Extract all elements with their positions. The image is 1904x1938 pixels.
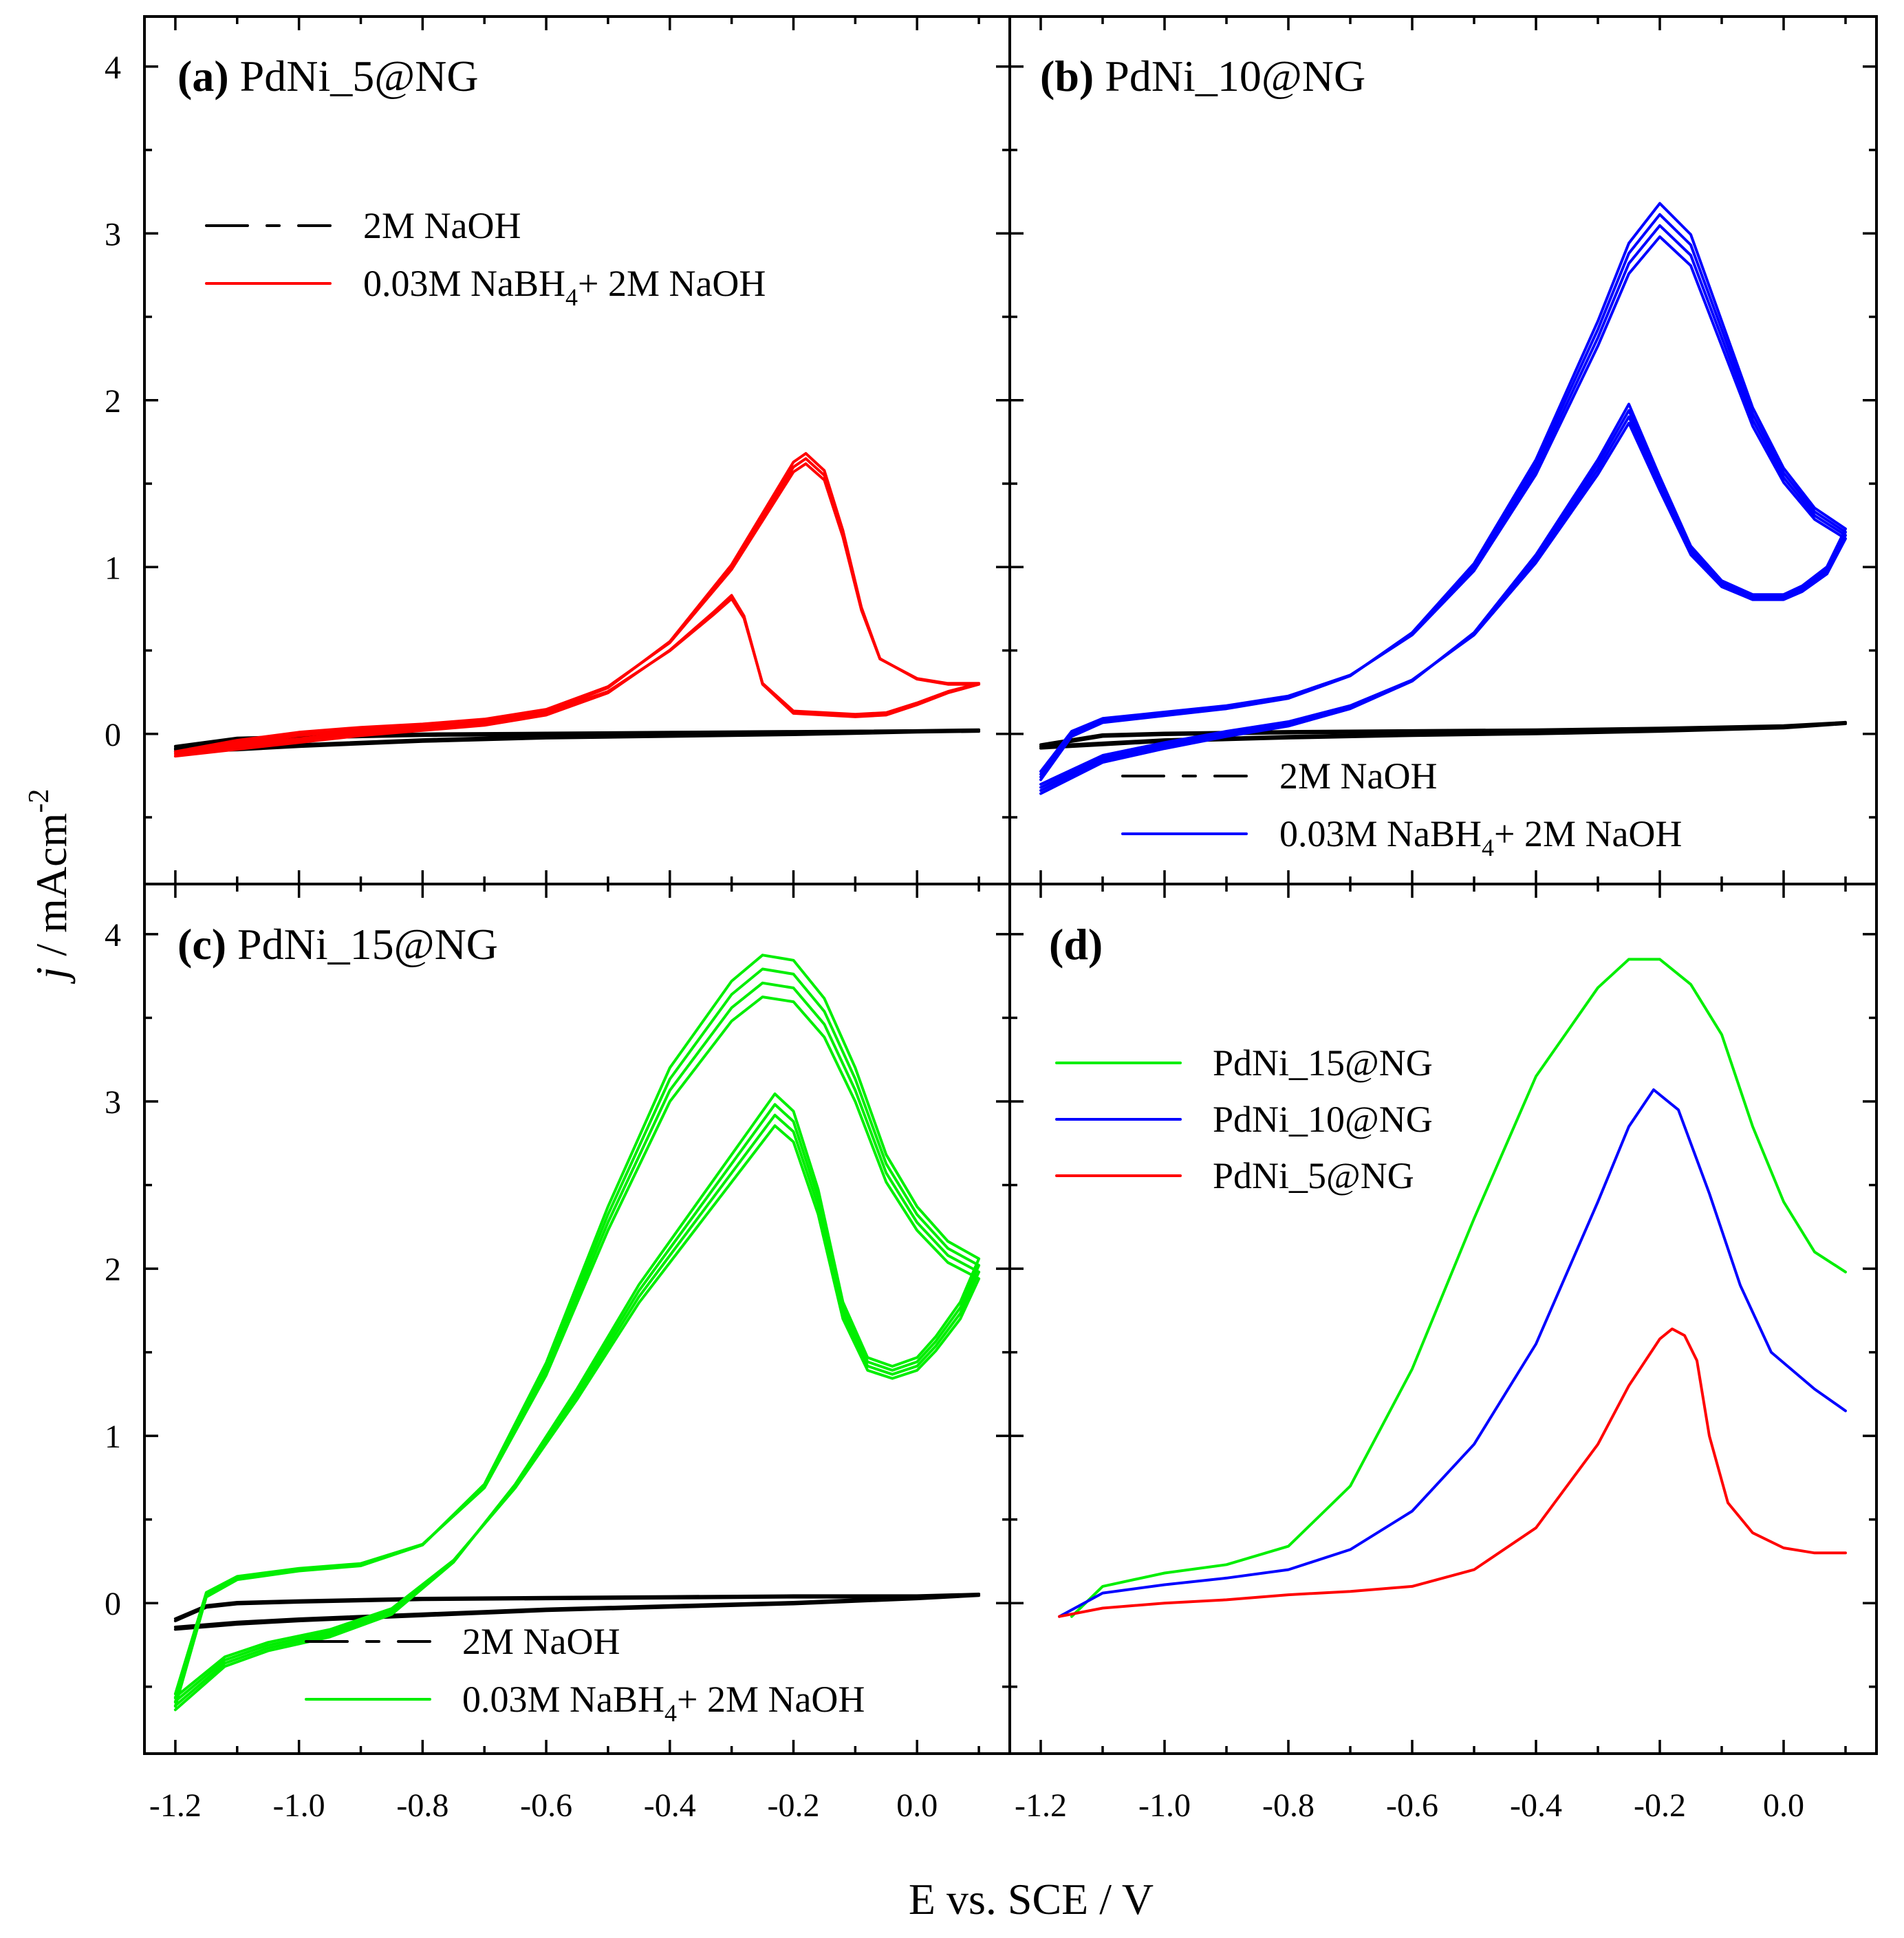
panel-b-title: (b) PdNi_10@NG	[1040, 52, 1365, 100]
panel-c-legend-label-nabh4-part1: 0.03M NaBH	[462, 1679, 664, 1720]
panel-a-title-text: PdNi_5@NG	[229, 52, 479, 100]
panel-c: (c) PdNi_15@NG 2M NaOH 0.03M NaBH4+ 2M N…	[173, 920, 981, 1727]
panel-b-title-label: (b)	[1040, 52, 1094, 100]
panel-a-title: (a) PdNi_5@NG	[177, 52, 479, 100]
y-tick-label-upper: 1	[105, 550, 121, 586]
panel-b-series	[1039, 202, 1847, 795]
x-tick-label-left: -0.6	[520, 1787, 572, 1824]
panel-d-legend: PdNi_15@NG PdNi_10@NG PdNi_5@NG	[1055, 1042, 1433, 1196]
panel-c-legend-label-naoh: 2M NaOH	[462, 1621, 620, 1662]
panel-a-title-label: (a)	[177, 52, 229, 100]
x-tick-label-right: -1.0	[1138, 1787, 1191, 1824]
panel-b-legend: 2M NaOH 0.03M NaBH4+ 2M NaOH	[1121, 755, 1682, 861]
panel-b-legend-label-nabh4-part2: + 2M NaOH	[1494, 813, 1682, 854]
x-tick-label-right: -0.2	[1634, 1787, 1686, 1824]
y-axis-title: j / mAcm-2	[23, 789, 76, 984]
x-axis-title: E vs. SCE / V	[909, 1875, 1154, 1924]
panel-c-title-text: PdNi_15@NG	[226, 920, 498, 969]
panel-c-curve-0-cycle-1	[173, 1594, 981, 1631]
y-tick-label-upper: 3	[105, 216, 121, 252]
panel-c-title: (c) PdNi_15@NG	[177, 920, 498, 969]
panel-d-legend-label-pdni10: PdNi_10@NG	[1213, 1099, 1433, 1140]
x-tick-label-left: -1.0	[273, 1787, 325, 1824]
panel-d-title-label: (d)	[1049, 920, 1103, 969]
panel-a-legend-label-nabh4-part2: + 2M NaOH	[578, 263, 766, 304]
panel-c-curve-1-cycle-3	[173, 954, 981, 1712]
panel-a-legend-label-naoh: 2M NaOH	[363, 205, 521, 246]
panel-c-legend: 2M NaOH 0.03M NaBH4+ 2M NaOH	[305, 1621, 865, 1727]
y-tick-label-upper: 0	[105, 717, 121, 753]
x-tick-label-right: -0.4	[1510, 1787, 1562, 1824]
panel-a-legend-label-nabh4: 0.03M NaBH4+ 2M NaOH	[363, 263, 766, 311]
panel-a-legend-label-nabh4-part1: 0.03M NaBH	[363, 263, 565, 304]
y-axis-title-unit: / mAcm	[27, 813, 76, 967]
x-tick-label-left: -1.2	[149, 1787, 202, 1824]
panel-b-legend-label-nabh4-part1: 0.03M NaBH	[1279, 813, 1482, 854]
y-axis-title-exponent: -2	[23, 789, 55, 813]
x-tick-label-left: -0.4	[644, 1787, 696, 1824]
panel-b-curve-1-cycle-3	[1039, 202, 1847, 795]
y-tick-label-lower: 1	[105, 1419, 121, 1455]
panel-a-curve-0-cycle-1	[173, 730, 981, 753]
panel-a-series	[173, 452, 981, 758]
x-tick-label-right: 0.0	[1763, 1787, 1804, 1824]
panel-b-title-text: PdNi_10@NG	[1094, 52, 1365, 100]
panel-c-series	[173, 954, 981, 1712]
y-tick-label-lower: 2	[105, 1251, 121, 1288]
panel-a-legend: 2M NaOH 0.03M NaBH4+ 2M NaOH	[205, 205, 766, 311]
x-tick-label-right: -0.6	[1386, 1787, 1438, 1824]
panel-d: (d) PdNi_15@NG PdNi_10@NG PdNi_5@NG	[1049, 920, 1847, 1618]
panel-d-series	[1058, 958, 1847, 1618]
panel-b: (b) PdNi_10@NG 2M NaOH 0.03M NaBH4+ 2M N…	[1039, 52, 1847, 861]
x-tick-label-left: -0.2	[768, 1787, 820, 1824]
panel-d-legend-label-pdni15: PdNi_15@NG	[1213, 1042, 1433, 1084]
x-tick-label-left: -0.8	[396, 1787, 448, 1824]
panel-a-legend-label-nabh4-subscript: 4	[565, 283, 578, 311]
y-tick-label-upper: 4	[105, 50, 121, 86]
panel-d-curve-0-cycle-0	[1070, 958, 1847, 1618]
panel-a: (a) PdNi_5@NG 2M NaOH 0.03M NaBH4+ 2M Na…	[173, 52, 981, 758]
panel-d-legend-label-pdni5: PdNi_5@NG	[1213, 1155, 1414, 1196]
x-tick-label-left: 0.0	[896, 1787, 938, 1824]
panel-d-curve-1-cycle-0	[1058, 1088, 1847, 1618]
panel-a-curve-1-cycle-2	[173, 452, 981, 758]
y-tick-label-lower: 0	[105, 1586, 121, 1622]
panel-c-legend-label-nabh4-part2: + 2M NaOH	[677, 1679, 865, 1720]
y-tick-label-lower: 3	[105, 1084, 121, 1121]
y-tick-label-lower: 4	[105, 917, 121, 954]
x-tick-label-right: -0.8	[1262, 1787, 1315, 1824]
panel-b-legend-label-nabh4-subscript: 4	[1482, 834, 1494, 861]
panel-c-legend-label-nabh4: 0.03M NaBH4+ 2M NaOH	[462, 1679, 865, 1727]
y-tick-label-upper: 2	[105, 383, 121, 420]
panel-b-legend-label-nabh4: 0.03M NaBH4+ 2M NaOH	[1279, 813, 1682, 861]
panel-d-curve-2-cycle-0	[1058, 1327, 1847, 1618]
panel-d-title: (d)	[1049, 920, 1103, 969]
panel-c-legend-label-nabh4-subscript: 4	[664, 1699, 677, 1727]
panel-c-title-label: (c)	[177, 920, 226, 969]
panel-c-curve-0-cycle-0	[173, 1593, 981, 1628]
panel-b-legend-label-naoh: 2M NaOH	[1279, 755, 1437, 797]
x-tick-label-right: -1.2	[1015, 1787, 1067, 1824]
